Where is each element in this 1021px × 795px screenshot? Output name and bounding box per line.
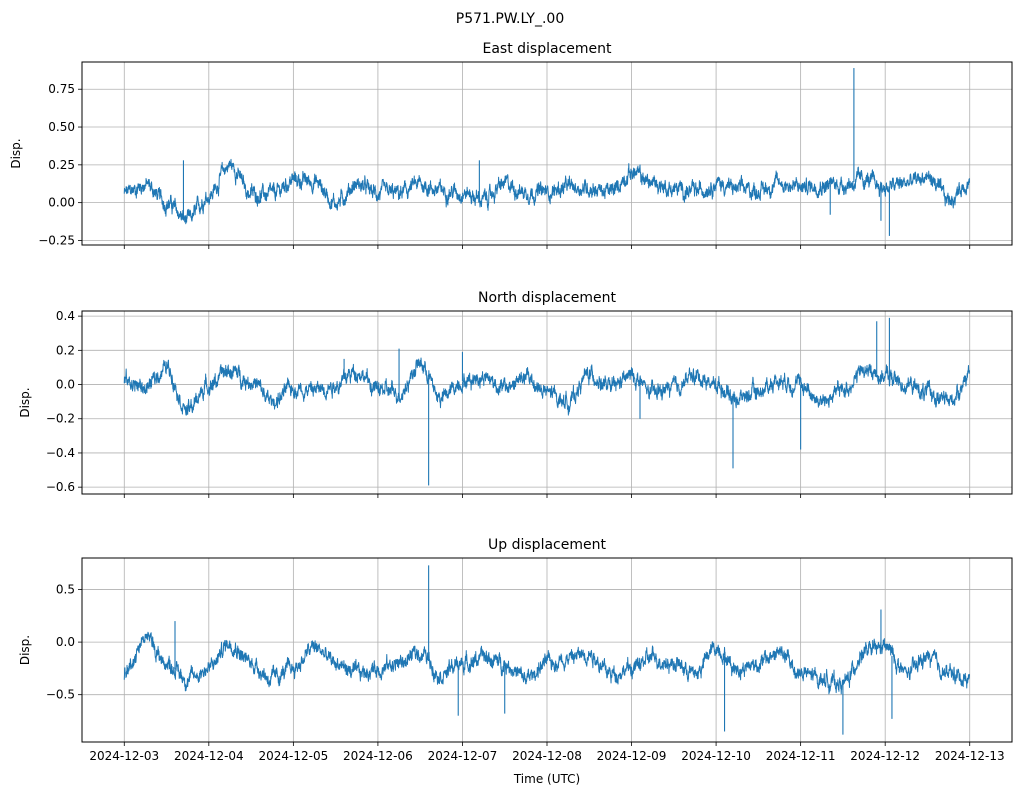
panel-title: East displacement (482, 41, 612, 57)
x-tick-label: 2024-12-09 (597, 749, 667, 763)
y-axis-label: Disp. (18, 635, 32, 665)
y-axis-label: Disp. (9, 138, 23, 168)
y-tick-label: −0.2 (46, 412, 75, 426)
y-tick-label: 0.25 (48, 158, 75, 172)
x-axis-label: Time (UTC) (513, 772, 580, 786)
panel-title: North displacement (478, 290, 616, 306)
y-tick-label: −0.4 (46, 446, 75, 460)
x-tick-label: 2024-12-12 (850, 749, 920, 763)
y-tick-label: −0.6 (46, 480, 75, 494)
figure-suptitle: P571.PW.LY_.00 (456, 11, 565, 27)
y-tick-label: −0.5 (46, 688, 75, 702)
x-tick-label: 2024-12-05 (258, 749, 328, 763)
x-tick-label: 2024-12-10 (681, 749, 751, 763)
y-tick-label: 0.5 (56, 583, 75, 597)
y-tick-label: 0.50 (48, 120, 75, 134)
series-line-east (123, 158, 971, 225)
panel-title: Up displacement (488, 537, 606, 553)
panel-north: −0.6 −0.4 −0.2 0.0 0.2 0.4 North displacement D… (18, 290, 1013, 498)
y-tick-label: 0.0 (56, 635, 75, 649)
x-tick-label: 2024-12-08 (512, 749, 582, 763)
y-axis-label: Disp. (18, 387, 32, 417)
series-line-up (123, 631, 971, 695)
y-tick-label: 0.75 (48, 82, 75, 96)
x-tick-label: 2024-12-04 (174, 749, 244, 763)
panel-up: 2024-12-03 2024-12-04 2024-12-05 2024-12-06… (18, 537, 1013, 763)
axes-frame (81, 61, 1013, 246)
x-tick-label: 2024-12-11 (766, 749, 836, 763)
x-tick-label: 2024-12-06 (343, 749, 413, 763)
axes-frame (81, 557, 1013, 743)
y-tick-label: −0.25 (38, 233, 75, 247)
axes-frame (81, 310, 1013, 495)
y-tick-label: 0.0 (56, 378, 75, 392)
y-tick-label: 0.2 (56, 343, 75, 357)
y-tick-label: 0.00 (48, 196, 75, 210)
panel-east: −0.25 0.00 0.25 0.50 0.75 East displacement Di… (9, 41, 1013, 249)
x-tick-label: 2024-12-13 (935, 749, 1005, 763)
series-line-north (123, 357, 971, 416)
x-tick-label: 2024-12-03 (89, 749, 159, 763)
x-tick-label: 2024-12-07 (428, 749, 498, 763)
y-tick-label: 0.4 (56, 309, 75, 323)
